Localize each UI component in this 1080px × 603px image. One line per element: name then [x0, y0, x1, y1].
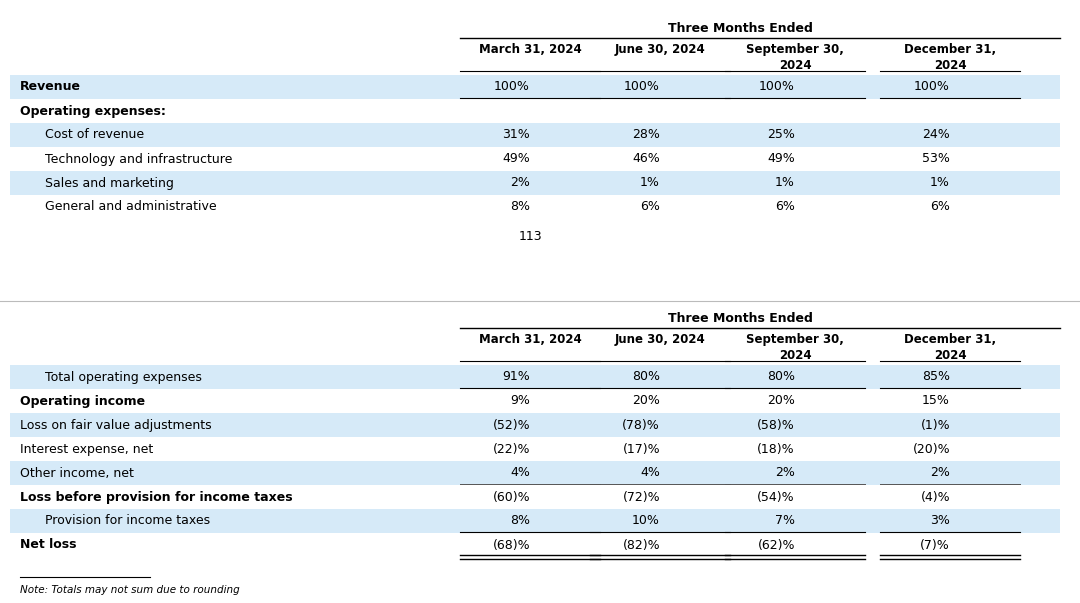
Text: Revenue: Revenue [21, 80, 81, 93]
Bar [10, 509, 1059, 533]
Text: 8%: 8% [510, 514, 530, 528]
Text: 6%: 6% [775, 201, 795, 213]
Text: 3%: 3% [930, 514, 950, 528]
Text: 1%: 1% [930, 177, 950, 189]
Text: (20)%: (20)% [913, 443, 950, 455]
Text: Three Months Ended: Three Months Ended [667, 22, 812, 34]
Text: (82)%: (82)% [622, 538, 660, 552]
Text: Other income, net: Other income, net [21, 467, 134, 479]
Text: Operating income: Operating income [21, 394, 145, 408]
Text: (18)%: (18)% [757, 443, 795, 455]
Text: 24%: 24% [922, 128, 950, 142]
Text: June 30, 2024: June 30, 2024 [615, 333, 705, 346]
Text: September 30,
2024: September 30, 2024 [746, 43, 843, 72]
Text: 9%: 9% [510, 394, 530, 408]
Text: 53%: 53% [922, 153, 950, 165]
Text: June 30, 2024: June 30, 2024 [615, 43, 705, 56]
Text: (68)%: (68)% [492, 538, 530, 552]
Text: (22)%: (22)% [492, 443, 530, 455]
Text: December 31,
2024: December 31, 2024 [904, 43, 996, 72]
Text: 28%: 28% [632, 128, 660, 142]
Bar [10, 123, 1059, 147]
Text: 2%: 2% [775, 467, 795, 479]
Text: 6%: 6% [640, 201, 660, 213]
Text: General and administrative: General and administrative [45, 201, 217, 213]
Text: December 31,
2024: December 31, 2024 [904, 333, 996, 362]
Text: 2%: 2% [510, 177, 530, 189]
Text: Operating expenses:: Operating expenses: [21, 104, 166, 118]
Text: 100%: 100% [624, 80, 660, 93]
Text: (72)%: (72)% [622, 490, 660, 504]
Text: (58)%: (58)% [757, 418, 795, 432]
Text: Note: Totals may not sum due to rounding: Note: Totals may not sum due to rounding [21, 585, 240, 595]
Text: (7)%: (7)% [920, 538, 950, 552]
Text: 4%: 4% [510, 467, 530, 479]
Text: 100%: 100% [759, 80, 795, 93]
Text: (1)%: (1)% [920, 418, 950, 432]
Text: Net loss: Net loss [21, 538, 77, 552]
Text: September 30,
2024: September 30, 2024 [746, 333, 843, 362]
Text: 2%: 2% [930, 467, 950, 479]
Text: Total operating expenses: Total operating expenses [45, 370, 202, 384]
Text: 80%: 80% [767, 370, 795, 384]
Text: 113: 113 [518, 230, 542, 244]
Text: (62)%: (62)% [757, 538, 795, 552]
Text: 100%: 100% [914, 80, 950, 93]
Text: 91%: 91% [502, 370, 530, 384]
Text: Loss before provision for income taxes: Loss before provision for income taxes [21, 490, 293, 504]
Text: 46%: 46% [632, 153, 660, 165]
Text: 49%: 49% [502, 153, 530, 165]
Text: 8%: 8% [510, 201, 530, 213]
Text: 85%: 85% [922, 370, 950, 384]
Text: Technology and infrastructure: Technology and infrastructure [45, 153, 232, 165]
Text: (4)%: (4)% [920, 490, 950, 504]
Text: 15%: 15% [922, 394, 950, 408]
Text: Loss on fair value adjustments: Loss on fair value adjustments [21, 418, 212, 432]
Bar [10, 365, 1059, 389]
Text: 80%: 80% [632, 370, 660, 384]
Text: 6%: 6% [930, 201, 950, 213]
Text: Interest expense, net: Interest expense, net [21, 443, 153, 455]
Text: 1%: 1% [640, 177, 660, 189]
Text: (17)%: (17)% [622, 443, 660, 455]
Text: (52)%: (52)% [492, 418, 530, 432]
Bar [10, 171, 1059, 195]
Text: 25%: 25% [767, 128, 795, 142]
Text: (78)%: (78)% [622, 418, 660, 432]
Bar [10, 75, 1059, 99]
Bar [10, 413, 1059, 437]
Text: Three Months Ended: Three Months Ended [667, 312, 812, 324]
Text: 7%: 7% [775, 514, 795, 528]
Text: 4%: 4% [640, 467, 660, 479]
Bar [10, 461, 1059, 485]
Text: March 31, 2024: March 31, 2024 [478, 43, 581, 56]
Text: March 31, 2024: March 31, 2024 [478, 333, 581, 346]
Text: 20%: 20% [767, 394, 795, 408]
Text: Cost of revenue: Cost of revenue [45, 128, 144, 142]
Text: 1%: 1% [775, 177, 795, 189]
Text: (60)%: (60)% [492, 490, 530, 504]
Text: 49%: 49% [767, 153, 795, 165]
Text: 100%: 100% [495, 80, 530, 93]
Text: Sales and marketing: Sales and marketing [45, 177, 174, 189]
Text: 31%: 31% [502, 128, 530, 142]
Text: Provision for income taxes: Provision for income taxes [45, 514, 211, 528]
Text: 10%: 10% [632, 514, 660, 528]
Text: (54)%: (54)% [757, 490, 795, 504]
Text: 20%: 20% [632, 394, 660, 408]
